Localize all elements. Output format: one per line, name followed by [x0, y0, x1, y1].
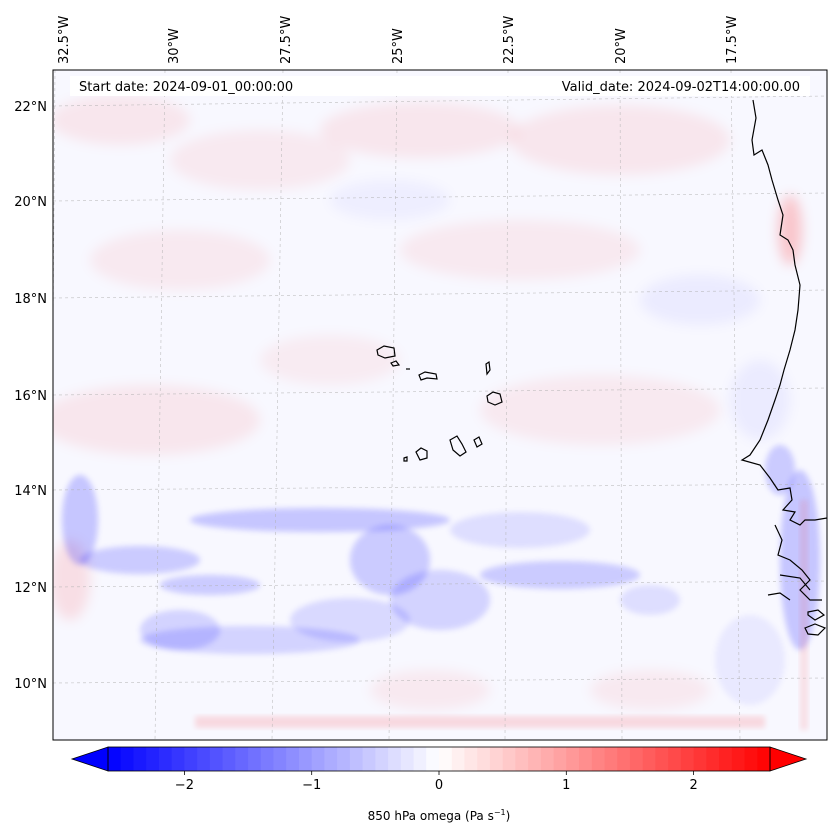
colorbar-segment	[337, 747, 351, 771]
colorbar-segment	[668, 747, 682, 771]
gridlines	[53, 70, 827, 740]
colorbar-segment	[439, 747, 453, 771]
omega-field-negative-band	[62, 445, 820, 705]
colorbar-segments	[108, 747, 771, 771]
colorbar-segment	[209, 747, 224, 771]
start-date-label: Start date: 2024-09-01_00:00:00	[79, 80, 293, 95]
colorbar-segment	[528, 747, 542, 771]
africa-coastline	[740, 99, 827, 526]
lat-label-20n: 20°N	[14, 195, 47, 210]
colorbar-segment	[515, 747, 529, 771]
colorbar-segment	[553, 747, 567, 771]
colorbar-segment	[260, 747, 274, 771]
colorbar-segment	[426, 747, 440, 771]
colorbar-segment	[757, 747, 771, 771]
colorbar-segment	[171, 747, 185, 771]
colorbar-segment	[464, 747, 478, 771]
colorbar-segment	[680, 747, 695, 771]
omega-field-south-strip	[195, 716, 765, 728]
colorbar-tick-label: 2	[689, 778, 697, 793]
colorbar-tick-label: −1	[302, 778, 321, 793]
colorbar-segment	[235, 747, 249, 771]
lon-label-25w: 25°W	[391, 28, 406, 64]
lat-label-12n: 12°N	[14, 581, 47, 596]
colorbar-segment	[642, 747, 656, 771]
colorbar-extend-max	[769, 746, 808, 772]
lon-label-22-5w: 22.5°W	[502, 16, 517, 64]
colorbar-segment	[400, 747, 415, 771]
colorbar-segment	[286, 747, 300, 771]
latitude-labels: 22°N 20°N 18°N 16°N 14°N 12°N 10°N	[14, 100, 47, 692]
lat-label-10n: 10°N	[14, 677, 47, 692]
lon-label-32-5w: 32.5°W	[57, 16, 72, 64]
omega-field-positive	[53, 95, 802, 710]
colorbar-segment	[451, 747, 465, 771]
colorbar-segment	[273, 747, 287, 771]
lat-label-22n: 22°N	[14, 100, 47, 115]
lat-label-18n: 18°N	[14, 292, 47, 307]
colorbar-segment	[133, 747, 147, 771]
colorbar-segment	[655, 747, 669, 771]
colorbar-segment	[617, 747, 631, 771]
colorbar-tick-label: 1	[562, 778, 570, 793]
map-panel: Start date: 2024-09-01_00:00:00 Valid_da…	[52, 69, 828, 741]
colorbar-segment	[477, 747, 491, 771]
colorbar-segment	[311, 747, 325, 771]
lon-label-17-5w: 17.5°W	[725, 16, 740, 64]
colorbar-segment	[693, 747, 707, 771]
colorbar-segment	[629, 747, 644, 771]
colorbar-segment	[540, 747, 555, 771]
colorbar-segment	[108, 747, 122, 771]
colorbar-segment	[324, 747, 338, 771]
colorbar-segment	[197, 747, 211, 771]
lon-label-30w: 30°W	[167, 28, 182, 64]
colorbar-segment	[719, 747, 733, 771]
colorbar-segment	[375, 747, 389, 771]
colorbar-tick-label: −2	[175, 778, 194, 793]
colorbar-segment	[158, 747, 173, 771]
longitude-labels: 32.5°W 30°W 27.5°W 25°W 22.5°W 20°W 17.5…	[57, 16, 740, 64]
colorbar-segment	[120, 747, 134, 771]
colorbar-segment	[489, 747, 504, 771]
colorbar-segment	[731, 747, 746, 771]
colorbar-segment	[298, 747, 313, 771]
map-border	[52, 69, 828, 741]
valid-date-label: Valid_date: 2024-09-02T14:00:00.00	[562, 80, 800, 95]
header-box	[70, 76, 810, 96]
colorbar-segment	[604, 747, 618, 771]
cape-verde-islands	[376, 345, 503, 462]
colorbar-ticks: −2 −1 0 1 2	[175, 771, 698, 793]
colorbar-segment	[591, 747, 605, 771]
lat-label-14n: 14°N	[14, 484, 47, 499]
colorbar: −2 −1 0 1 2 850 hPa omega (Pa s−1)	[70, 746, 808, 823]
coastlines	[740, 99, 827, 636]
omega-field-negative-north	[330, 180, 790, 440]
colorbar-segment	[566, 747, 580, 771]
colorbar-segment	[388, 747, 402, 771]
lon-label-27-5w: 27.5°W	[279, 16, 294, 64]
colorbar-segment	[349, 747, 364, 771]
colorbar-segment	[184, 747, 198, 771]
colorbar-segment	[222, 747, 236, 771]
colorbar-segment	[744, 747, 758, 771]
colorbar-segment	[706, 747, 720, 771]
colorbar-segment	[248, 747, 262, 771]
lat-label-16n: 16°N	[14, 389, 47, 404]
colorbar-tick-label: 0	[435, 778, 443, 793]
lon-label-20w: 20°W	[614, 28, 629, 64]
colorbar-segment	[502, 747, 516, 771]
colorbar-label: 850 hPa omega (Pa s−1)	[368, 808, 511, 823]
colorbar-segment	[413, 747, 427, 771]
colorbar-extend-min	[70, 746, 109, 772]
colorbar-segment	[146, 747, 160, 771]
colorbar-segment	[579, 747, 593, 771]
colorbar-segment	[362, 747, 376, 771]
